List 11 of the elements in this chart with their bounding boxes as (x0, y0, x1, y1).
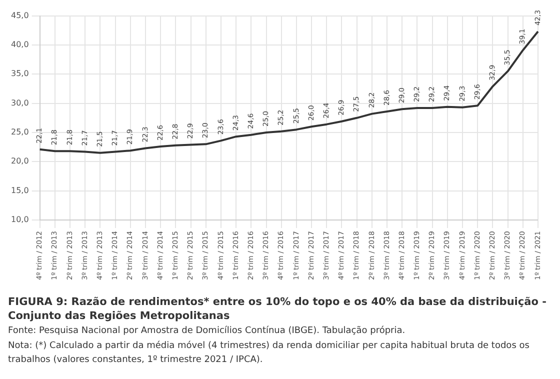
y-tick-label: 10,0 (11, 215, 29, 224)
y-tick-label: 15,0 (11, 186, 29, 195)
source-note: Fonte: Pesquisa Nacional por Amostra de Domicílios Contínua (IBGE). Tabulação própria. (8, 324, 406, 338)
y-tick-label: 40,0 (11, 40, 29, 50)
y-tick-label: 30,0 (11, 98, 29, 108)
y-tick-label: 35,0 (11, 69, 29, 78)
y-tick-label: 25,0 (11, 128, 29, 137)
y-tick-label: 20,0 (11, 156, 29, 166)
text: FIGURA 9: Razão de rendimentos* entre os 10% do topo e os 40% da base da distribuição - Conjunto das Regiões Metropolitanas (8, 295, 548, 323)
text: Nota: (*) Calculado a partir da média móvel (4 trimestres) da renda domiciliar per capita habitual bruta de todos os trabalhos (valores constantes, 1º trimestre 2021 / IPCA). (8, 340, 530, 367)
y-tick-label: 45,0 (11, 10, 29, 20)
